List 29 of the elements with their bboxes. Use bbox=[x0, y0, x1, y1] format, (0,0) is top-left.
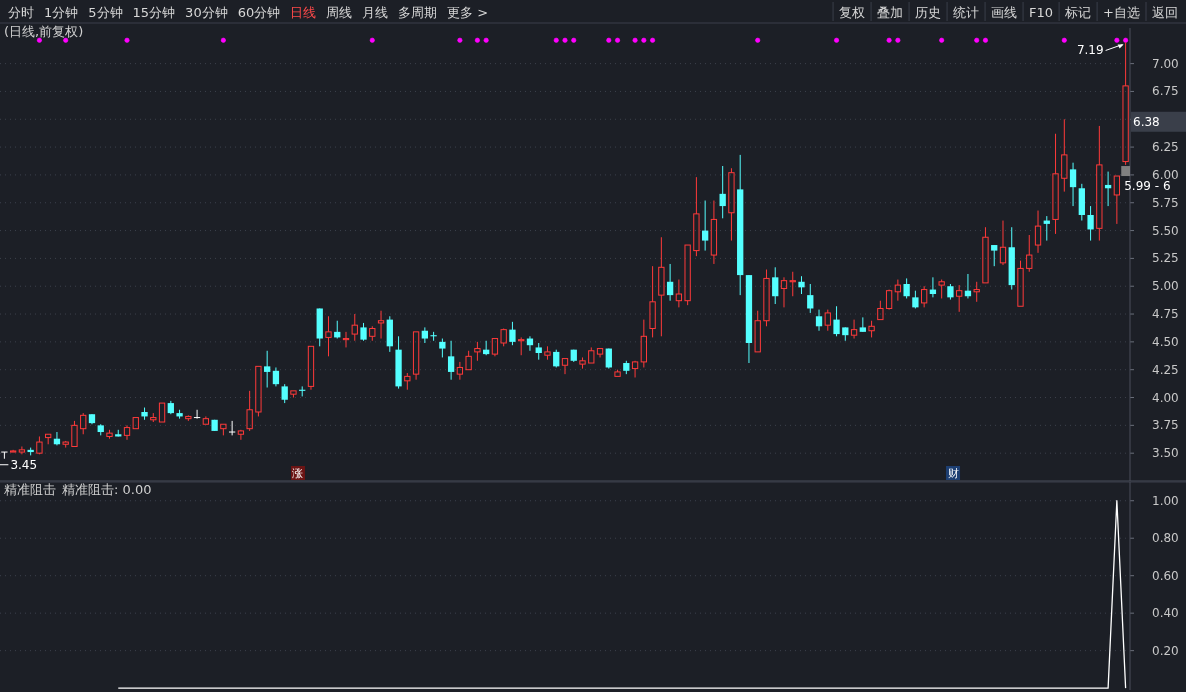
annotation: 涨 bbox=[292, 466, 304, 480]
y-tick-label: 0.80 bbox=[1152, 531, 1179, 546]
y-tick-label: 1.00 bbox=[1152, 493, 1179, 508]
chart-title: (日线,前复权) bbox=[4, 23, 84, 39]
y-tick-label: 0.20 bbox=[1152, 643, 1179, 658]
y-tick-label: 0.40 bbox=[1152, 606, 1179, 621]
y-tick-label: 5.25 bbox=[1152, 251, 1179, 266]
toolbar: 分时 1分钟 5分钟 15分钟 30分钟 60分钟 日线 周线 月线 多周期 更多 > 复权 叠加 历史 统计 画线 F10 标记 +自选 返回 bbox=[0, 1, 1186, 24]
chart-title: 精准阻击 bbox=[4, 481, 56, 497]
y-tick-label: 5.00 bbox=[1152, 279, 1179, 294]
annotation: 7.19 bbox=[1076, 43, 1104, 58]
y-tick-label: 3.50 bbox=[1152, 446, 1179, 461]
y-tick-label: 3.75 bbox=[1152, 418, 1179, 433]
annotation: 财 bbox=[947, 466, 959, 480]
y-tick-label: 6.25 bbox=[1152, 140, 1179, 155]
annotation: 5.99 - 6 bbox=[1124, 179, 1171, 194]
y-tick-label: 5.75 bbox=[1152, 195, 1179, 210]
text: 6.38 bbox=[1133, 114, 1160, 129]
y-tick-label: 6.75 bbox=[1152, 84, 1179, 99]
y-tick-label: 6.00 bbox=[1152, 167, 1179, 182]
y-tick-label: 5.50 bbox=[1152, 223, 1179, 238]
y-tick-label: 4.25 bbox=[1152, 362, 1179, 377]
annotation: 3.45 bbox=[10, 457, 38, 472]
chart-subtitle: 精准阻击: 0.00 bbox=[62, 481, 152, 497]
y-tick-label: 4.75 bbox=[1152, 307, 1179, 322]
y-tick-label: 7.00 bbox=[1152, 56, 1179, 71]
y-tick-label: 0.60 bbox=[1152, 568, 1179, 583]
y-tick-label: 4.00 bbox=[1152, 390, 1179, 405]
y-tick-label: 4.50 bbox=[1152, 334, 1179, 349]
